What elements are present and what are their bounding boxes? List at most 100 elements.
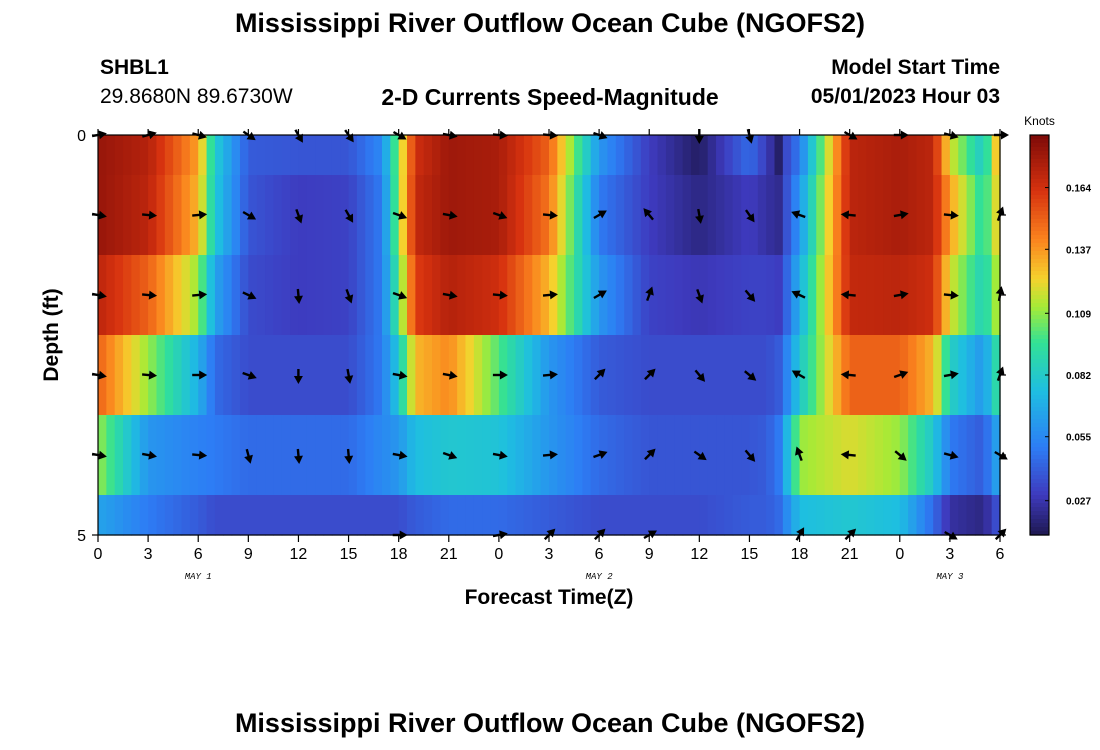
heatmap-cell bbox=[766, 135, 776, 176]
heatmap-cell bbox=[807, 135, 817, 176]
heatmap-cell bbox=[164, 415, 174, 496]
colorbar-swatch bbox=[1030, 387, 1049, 392]
heatmap-cell bbox=[223, 335, 233, 416]
heatmap-cell bbox=[849, 495, 859, 536]
heatmap-cell bbox=[841, 135, 851, 176]
colorbar-swatch bbox=[1030, 143, 1049, 148]
heatmap-cell bbox=[799, 495, 809, 536]
heatmap-cell bbox=[415, 175, 425, 256]
heatmap-cell bbox=[766, 415, 776, 496]
heatmap-cell bbox=[924, 335, 934, 416]
current-arrow bbox=[442, 370, 458, 380]
heatmap-cell bbox=[131, 255, 141, 336]
x-tick-label: 12 bbox=[690, 546, 708, 563]
colorbar-swatch bbox=[1030, 191, 1049, 196]
current-arrow bbox=[791, 370, 806, 380]
heatmap-cell bbox=[549, 135, 558, 176]
colorbar-swatch bbox=[1030, 279, 1049, 284]
heatmap-cell bbox=[256, 175, 266, 256]
heatmap-cell bbox=[315, 495, 325, 536]
heatmap-cell bbox=[181, 415, 191, 496]
heatmap-cell bbox=[899, 135, 909, 176]
colorbar-label: Knots bbox=[1024, 114, 1055, 128]
heatmap-cell bbox=[206, 135, 216, 176]
x-tick-label: 21 bbox=[440, 546, 458, 563]
heatmap-cell bbox=[782, 495, 792, 536]
heatmap-cell bbox=[657, 415, 667, 496]
date-label: MAY 2 bbox=[586, 572, 614, 582]
current-arrow bbox=[695, 208, 704, 224]
heatmap-cell bbox=[298, 335, 308, 416]
colorbar-swatch bbox=[1030, 187, 1049, 192]
heatmap-cell bbox=[674, 255, 684, 336]
heatmap-cell bbox=[331, 255, 341, 336]
heatmap-cell bbox=[214, 255, 224, 336]
heatmap-cell bbox=[757, 415, 767, 496]
heatmap-cell bbox=[432, 495, 442, 536]
heatmap-cell bbox=[782, 135, 792, 176]
colorbar-tick-label: 0.109 bbox=[1066, 309, 1091, 320]
heatmap-cell bbox=[891, 415, 901, 496]
heatmap-cell bbox=[265, 135, 274, 176]
colorbar-swatch bbox=[1030, 339, 1049, 344]
heatmap-cell bbox=[557, 495, 567, 536]
heatmap-cell bbox=[807, 335, 817, 416]
heatmap-cell bbox=[415, 495, 425, 536]
heatmap-cell bbox=[331, 135, 341, 176]
heatmap-cell bbox=[557, 415, 567, 496]
heatmap-cell bbox=[465, 255, 475, 336]
heatmap-cell bbox=[465, 175, 475, 256]
heatmap-cell bbox=[123, 495, 133, 536]
current-arrow bbox=[791, 290, 806, 299]
heatmap-cell bbox=[933, 495, 943, 536]
heatmap-cell bbox=[824, 175, 834, 256]
heatmap-cell bbox=[131, 135, 141, 176]
heatmap-cell bbox=[866, 255, 876, 336]
heatmap-cell bbox=[106, 415, 116, 496]
heatmap-cell bbox=[373, 255, 383, 336]
heatmap-cell bbox=[916, 135, 926, 176]
heatmap-cell bbox=[874, 135, 884, 176]
heatmap-cell bbox=[866, 495, 876, 536]
heatmap-cell bbox=[615, 135, 625, 176]
heatmap-cell bbox=[164, 175, 174, 256]
heatmap-cell bbox=[206, 415, 216, 496]
colorbar-swatch bbox=[1030, 503, 1049, 508]
heatmap-cell bbox=[565, 495, 575, 536]
heatmap-cell bbox=[741, 135, 751, 176]
heatmap-cell bbox=[315, 135, 325, 176]
heatmap-cell bbox=[958, 415, 968, 496]
colorbar-swatch bbox=[1030, 255, 1049, 260]
heatmap-cell bbox=[114, 135, 124, 176]
heatmap-cell bbox=[816, 255, 826, 336]
heatmap-cell bbox=[432, 175, 442, 256]
heatmap-cell bbox=[248, 495, 258, 536]
heatmap-cell bbox=[974, 495, 984, 536]
heatmap-cell bbox=[983, 175, 993, 256]
heatmap-cell bbox=[523, 415, 533, 496]
heatmap-cell bbox=[306, 335, 316, 416]
model-start-value: 05/01/2023 Hour 03 bbox=[810, 85, 1000, 108]
heatmap-cell bbox=[858, 415, 867, 496]
heatmap-cell bbox=[741, 415, 751, 496]
heatmap-cell bbox=[340, 175, 350, 256]
heatmap-cell bbox=[306, 415, 316, 496]
heatmap-cell bbox=[365, 415, 375, 496]
heatmap-cell bbox=[482, 495, 492, 536]
heatmap-cell bbox=[924, 175, 934, 256]
heatmap-cell bbox=[106, 335, 116, 416]
heatmap-cell bbox=[674, 495, 684, 536]
heatmap-cell bbox=[239, 495, 249, 536]
heatmap-cell bbox=[858, 335, 867, 416]
current-arrow bbox=[943, 450, 959, 460]
heatmap-cell bbox=[281, 415, 291, 496]
colorbar-swatch bbox=[1030, 211, 1049, 216]
heatmap-cell bbox=[298, 495, 308, 536]
current-arrow bbox=[795, 446, 804, 462]
heatmap-cell bbox=[273, 415, 283, 496]
y-axis-label: Depth (ft) bbox=[40, 288, 63, 381]
heatmap-cell bbox=[607, 335, 617, 416]
current-arrow bbox=[593, 450, 608, 459]
heatmap-cell bbox=[757, 255, 767, 336]
heatmap-cell bbox=[908, 335, 918, 416]
